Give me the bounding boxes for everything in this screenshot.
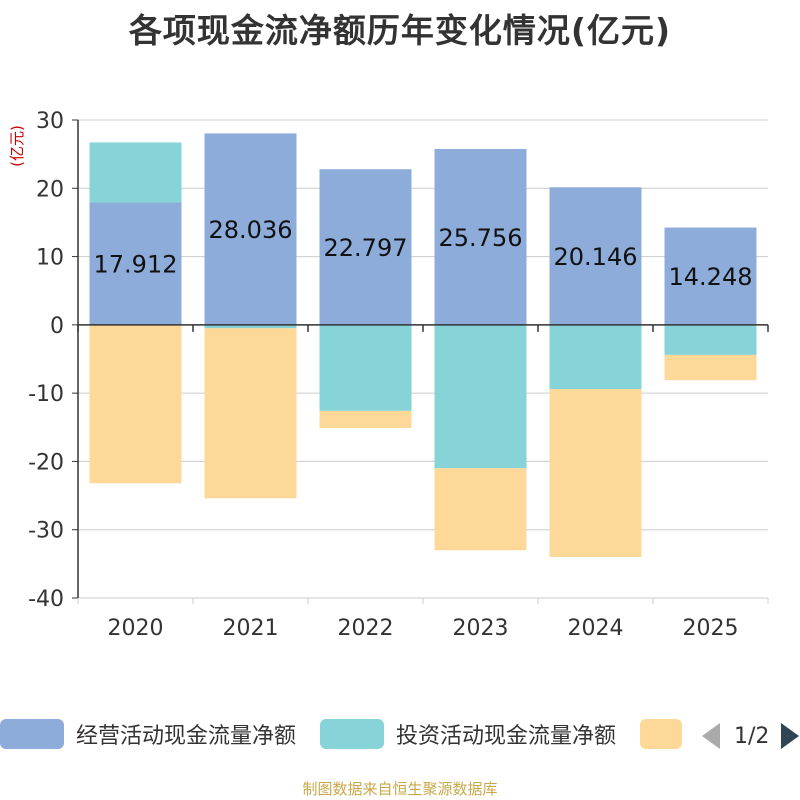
pager-next-icon[interactable] <box>781 723 800 749</box>
legend-swatch-operating <box>0 719 64 749</box>
y-axis-label: (亿元) <box>8 125 26 167</box>
bar-1-2023 <box>434 324 527 469</box>
bar-1-2021 <box>204 324 297 329</box>
bar-1-2025 <box>664 324 757 355</box>
legend-swatch-investing <box>320 719 384 749</box>
legend-swatch-third <box>640 719 682 749</box>
legend-label-investing: 投资活动现金流量净额 <box>396 724 617 749</box>
x-tick-label: 2024 <box>568 616 624 641</box>
bar-1-2022 <box>319 324 412 411</box>
x-tick-label: 2023 <box>453 616 509 641</box>
bar-1-2020 <box>89 142 182 203</box>
chart-title: 各项现金流净额历年变化情况(亿元) <box>128 11 672 50</box>
legend-pager: 1/2 <box>700 718 800 754</box>
y-tick-label: 30 <box>36 109 64 134</box>
data-label-2021: 28.036 <box>209 216 293 244</box>
legend: 经营活动现金流量净额 投资活动现金流量净额 1/2 <box>0 714 800 758</box>
x-tick-label: 2021 <box>223 616 279 641</box>
x-tick-label: 2020 <box>108 616 164 641</box>
bar-2-2021 <box>204 328 297 499</box>
source-note: 制图数据来自恒生聚源数据库 <box>302 780 498 798</box>
data-label-2025: 14.248 <box>669 263 753 291</box>
y-tick-label: 20 <box>36 177 64 202</box>
x-tick-label: 2025 <box>683 616 739 641</box>
bar-0-2024 <box>549 187 642 325</box>
bar-2-2022 <box>319 410 412 428</box>
pager-prev-icon[interactable] <box>702 723 720 749</box>
y-tick-label: -20 <box>28 450 64 475</box>
y-tick-label: -10 <box>28 382 64 407</box>
legend-label-operating: 经营活动现金流量净额 <box>76 724 297 749</box>
bar-2-2024 <box>549 389 642 558</box>
legend-item-investing[interactable]: 投资活动现金流量净额 <box>320 714 616 754</box>
bar-0-2023 <box>434 148 527 325</box>
data-label-2023: 25.756 <box>439 224 523 252</box>
bar-0-2021 <box>204 133 297 325</box>
bar-0-2022 <box>319 169 412 325</box>
bar-0-2025 <box>664 227 757 325</box>
legend-item-operating[interactable]: 经营活动现金流量净额 <box>0 714 296 754</box>
bar-2-2020 <box>89 324 182 484</box>
bar-2-2023 <box>434 468 527 551</box>
data-label-2022: 22.797 <box>324 234 408 262</box>
data-label-2024: 20.146 <box>554 243 638 271</box>
y-tick-label: -30 <box>28 519 64 544</box>
x-tick-label: 2022 <box>338 616 394 641</box>
pager-text: 1/2 <box>734 723 770 749</box>
bar-2-2025 <box>664 354 757 381</box>
y-tick-label: -40 <box>28 587 64 612</box>
legend-item-third[interactable] <box>640 714 694 754</box>
bar-1-2024 <box>549 324 642 390</box>
y-tick-label: 10 <box>36 246 64 271</box>
bar-0-2020 <box>89 202 182 325</box>
y-tick-label: 0 <box>50 314 64 339</box>
data-label-2020: 17.912 <box>94 251 178 279</box>
